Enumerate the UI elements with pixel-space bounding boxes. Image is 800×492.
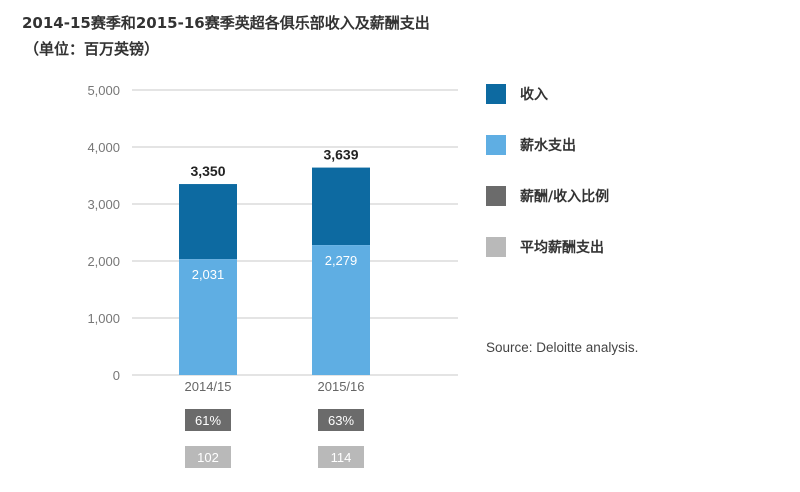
bar-revenue: [312, 167, 370, 246]
y-tick-label: 5,000: [87, 83, 120, 98]
data-label-wages: 2,031: [192, 267, 225, 282]
bar-wages: [312, 245, 370, 375]
avg-wage-value: 102: [197, 450, 219, 465]
legend-label-avg-wage: 平均薪酬支出: [520, 240, 604, 256]
legend: 收入 薪水支出 薪酬/收入比例 平均薪酬支出: [486, 84, 609, 288]
data-label-revenue: 3,639: [323, 147, 358, 163]
y-tick-label: 4,000: [87, 140, 120, 155]
y-tick-label: 3,000: [87, 197, 120, 212]
legend-label-ratio: 薪酬/收入比例: [520, 189, 610, 205]
ratio-value: 63%: [328, 413, 354, 428]
chart-subtitle: （单位：百万英镑）: [24, 40, 160, 58]
legend-label-revenue: 收入: [520, 87, 548, 103]
legend-swatch-wages: [486, 135, 506, 155]
legend-item-ratio: 薪酬/收入比例: [486, 186, 609, 206]
legend-item-revenue: 收入: [486, 84, 609, 104]
legend-swatch-revenue: [486, 84, 506, 104]
avg-wage-cell: [185, 446, 231, 468]
ratio-value: 61%: [195, 413, 221, 428]
ratio-cell: [185, 409, 231, 431]
y-tick-label: 1,000: [87, 311, 120, 326]
legend-label-wages: 薪水支出: [520, 138, 576, 154]
data-label-revenue: 3,350: [190, 163, 225, 179]
legend-swatch-ratio: [486, 186, 506, 206]
y-tick-label: 0: [113, 368, 120, 383]
avg-wage-value: 114: [331, 450, 352, 465]
legend-swatch-avg-wage: [486, 237, 506, 257]
x-tick-label: 2014/15: [185, 379, 232, 394]
legend-item-avg-wage: 平均薪酬支出: [486, 237, 609, 257]
legend-item-wages: 薪水支出: [486, 135, 609, 155]
ratio-cell: [318, 409, 364, 431]
x-tick-label: 2015/16: [318, 379, 365, 394]
y-tick-label: 2,000: [87, 254, 120, 269]
bar-revenue: [179, 184, 237, 260]
chart-title: 2014-15赛季和2015-16赛季英超各俱乐部收入及薪酬支出: [22, 14, 430, 32]
avg-wage-cell: [318, 446, 364, 468]
source-note: Source: Deloitte analysis.: [486, 340, 639, 355]
bar-wages: [179, 259, 237, 375]
data-label-wages: 2,279: [325, 253, 358, 268]
